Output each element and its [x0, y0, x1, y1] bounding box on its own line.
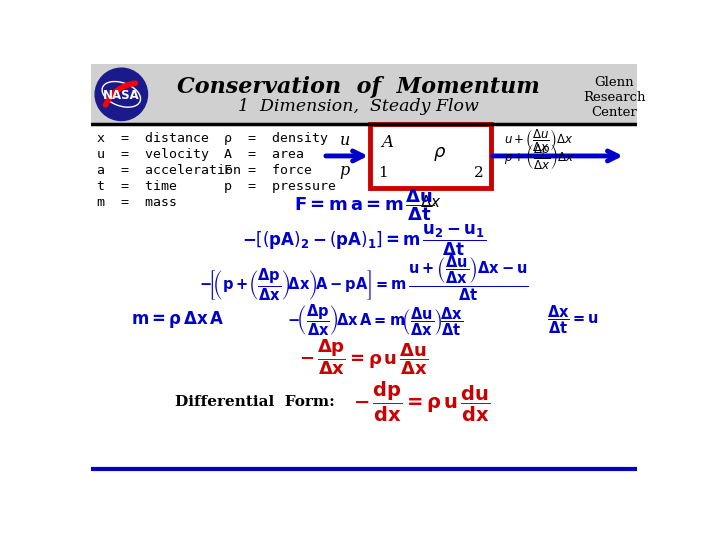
Text: F  =  force: F = force — [224, 164, 312, 177]
Text: A  =  area: A = area — [224, 148, 304, 161]
Text: Glenn
Research
Center: Glenn Research Center — [583, 76, 645, 119]
Text: $p + \left(\dfrac{\Delta p}{\Delta x}\right)\Delta x$: $p + \left(\dfrac{\Delta p}{\Delta x}\ri… — [504, 143, 574, 172]
Text: $\Delta x$: $\Delta x$ — [420, 193, 442, 210]
Text: $\mathbf{-\left[\left(pA\right)_2 - \left(pA\right)_1\right] = m\,\dfrac{u_2 - u: $\mathbf{-\left[\left(pA\right)_2 - \lef… — [241, 223, 486, 258]
Text: $\rho$: $\rho$ — [433, 145, 447, 162]
Text: Differential  Form:: Differential Form: — [175, 396, 335, 410]
Text: t  =  time: t = time — [97, 180, 177, 193]
Text: Conservation  of  Momentum: Conservation of Momentum — [177, 77, 540, 99]
Text: a  =  acceleration: a = acceleration — [97, 164, 241, 177]
Text: A: A — [381, 133, 393, 151]
Text: $\mathbf{\dfrac{\Delta x}{\Delta t} = u}$: $\mathbf{\dfrac{\Delta x}{\Delta t} = u}… — [547, 304, 599, 336]
Text: u: u — [339, 132, 350, 149]
Text: p: p — [339, 162, 350, 179]
Text: x  =  distance: x = distance — [97, 132, 209, 145]
Circle shape — [95, 68, 148, 121]
Text: $\mathbf{-\,\dfrac{\Delta p}{\Delta x} = \rho\,u\,\dfrac{\Delta u}{\Delta x}}$: $\mathbf{-\,\dfrac{\Delta p}{\Delta x} =… — [299, 337, 429, 377]
Text: $\mathbf{m = \rho\,\Delta x\,A}$: $\mathbf{m = \rho\,\Delta x\,A}$ — [131, 309, 224, 331]
Text: $\mathbf{-\!\left(\dfrac{\Delta p}{\Delta x}\right)\!\Delta x\,A = m\!\left(\dfr: $\mathbf{-\!\left(\dfrac{\Delta p}{\Delt… — [288, 302, 464, 338]
Text: $\mathbf{-\!\left[\!\left(p+\!\left(\dfrac{\Delta p}{\Delta x}\right)\!\Delta x\: $\mathbf{-\!\left[\!\left(p+\!\left(\dfr… — [199, 254, 529, 303]
Text: 1: 1 — [378, 166, 388, 180]
Text: ρ  =  density: ρ = density — [224, 132, 328, 145]
Text: NASA: NASA — [103, 90, 140, 102]
Text: 2: 2 — [474, 166, 484, 180]
Text: p  =  pressure: p = pressure — [224, 180, 336, 193]
Bar — [370, 124, 491, 188]
Text: $u + \left(\dfrac{\Delta u}{\Delta x}\right)\Delta x$: $u + \left(\dfrac{\Delta u}{\Delta x}\ri… — [504, 128, 573, 153]
Bar — [91, 64, 638, 124]
Text: 1  Dimension,  Steady Flow: 1 Dimension, Steady Flow — [238, 98, 479, 115]
Text: m  =  mass: m = mass — [97, 196, 177, 210]
Text: u  =  velocity: u = velocity — [97, 148, 209, 161]
Text: $\mathbf{-\,\dfrac{dp}{dx} = \rho\,u\,\dfrac{du}{dx}}$: $\mathbf{-\,\dfrac{dp}{dx} = \rho\,u\,\d… — [353, 381, 491, 425]
Text: $\mathbf{F = m\,a = m\,\dfrac{\Delta u}{\Delta t}}$: $\mathbf{F = m\,a = m\,\dfrac{\Delta u}{… — [293, 188, 435, 223]
